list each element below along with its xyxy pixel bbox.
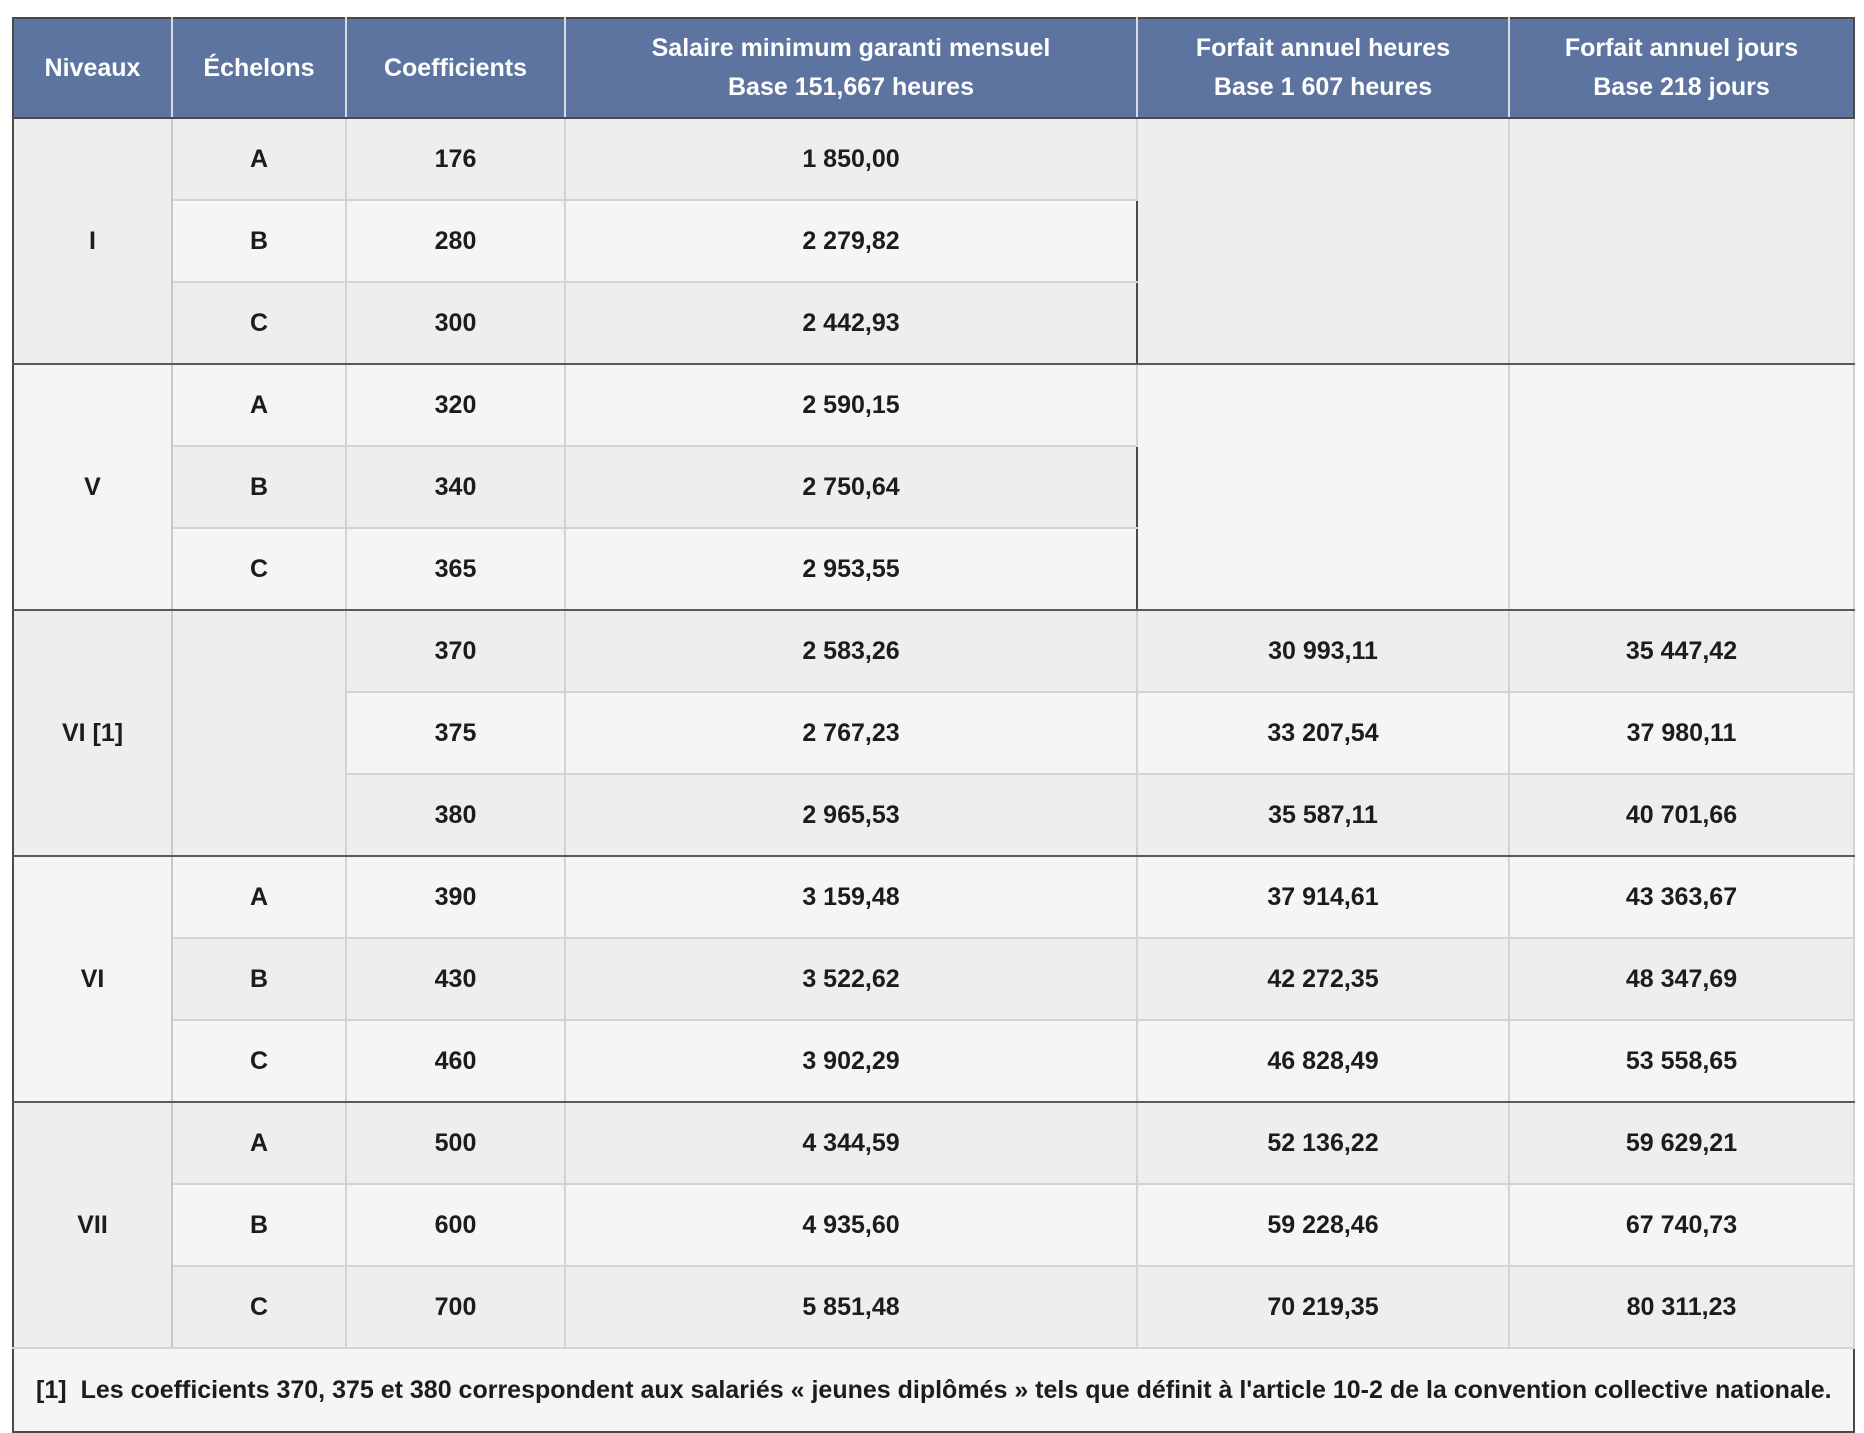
echelon-cell: A [172,364,347,447]
forfait-heures-cell: 42 272,35 [1137,938,1510,1021]
header-forfait-jours: Forfait annuel jours Base 218 jours [1509,18,1854,119]
forfait-jours-cell: 35 447,42 [1509,610,1855,693]
table-row: C 700 5 851,48 70 219,35 80 311,23 [13,1266,1855,1349]
forfait-jours-empty-cell [1509,118,1855,365]
salary-grid-table: Niveaux Échelons Coefficients Salaire mi… [12,17,1855,1433]
table-row: VI [1] 370 2 583,26 30 993,11 35 447,42 [13,610,1855,857]
forfait-heures-cell: 59 228,46 [1137,1184,1510,1267]
forfait-jours-cell: 53 558,65 [1509,1020,1855,1103]
salary-cell: 2 442,93 [565,282,1138,365]
forfait-heures-cell: 30 993,11 [1137,610,1510,693]
echelon-cell: A [172,1102,347,1185]
echelon-empty-cell [172,610,347,857]
salary-grid-container: Niveaux Échelons Coefficients Salaire mi… [12,17,1855,1433]
coefficient-cell: 380 [346,774,566,857]
footnote-marker: [1] [36,1375,67,1404]
level-cell: VI [13,856,173,1103]
coefficient-cell: 320 [346,364,566,447]
salary-cell: 4 344,59 [565,1102,1138,1185]
echelon-cell: B [172,200,347,283]
coefficient-cell: 430 [346,938,566,1021]
forfait-jours-cell: 37 980,11 [1509,692,1855,775]
header-coefficients: Coefficients [346,18,566,119]
echelon-cell: C [172,528,347,611]
forfait-heures-cell: 52 136,22 [1137,1102,1510,1185]
forfait-heures-cell: 35 587,11 [1137,774,1510,857]
forfait-jours-cell: 40 701,66 [1509,774,1855,857]
salary-cell: 1 850,00 [565,118,1138,201]
coefficient-cell: 500 [346,1102,566,1185]
table-row: I A 176 1 850,00 [13,118,1855,365]
footnote: [1] Les coefficients 370, 375 et 380 corr… [13,1348,1854,1432]
salary-cell: 2 583,26 [565,610,1138,693]
salary-cell: 3 159,48 [565,856,1138,939]
footnote-row: [1] Les coefficients 370, 375 et 380 corr… [13,1348,1854,1432]
echelon-cell: C [172,1020,347,1103]
table-row: VI A 390 3 159,48 37 914,61 43 363,67 [13,856,1855,1103]
salary-cell: 2 767,23 [565,692,1138,775]
coefficient-cell: 365 [346,528,566,611]
salary-cell: 4 935,60 [565,1184,1138,1267]
coefficient-cell: 390 [346,856,566,939]
echelon-cell: B [172,938,347,1021]
salary-cell: 3 522,62 [565,938,1138,1021]
coefficient-cell: 375 [346,692,566,775]
footnote-text: Les coefficients 370, 375 et 380 corresp… [80,1375,1832,1404]
header-echelons: Échelons [172,18,347,119]
forfait-heures-empty-cell [1137,118,1510,365]
salary-cell: 5 851,48 [565,1266,1138,1349]
forfait-heures-cell: 37 914,61 [1137,856,1510,939]
salary-cell: 2 279,82 [565,200,1138,283]
forfait-jours-cell: 43 363,67 [1509,856,1855,939]
table-row: C 365 2 953,55 [13,528,1854,611]
coefficient-cell: 600 [346,1184,566,1267]
salary-cell: 2 590,15 [565,364,1138,447]
header-forfait-heures: Forfait annuel heures Base 1 607 heures [1137,18,1510,119]
level-cell: VII [13,1102,173,1349]
forfait-jours-cell: 59 629,21 [1509,1102,1855,1185]
coefficient-cell: 460 [346,1020,566,1103]
coefficient-cell: 300 [346,282,566,365]
level-cell: VI [1] [13,610,173,857]
header-niveaux: Niveaux [13,18,173,119]
table-row: VII A 500 4 344,59 52 136,22 59 629,21 [13,1102,1855,1349]
echelon-cell: C [172,282,347,365]
salary-cell: 2 750,64 [565,446,1138,529]
forfait-heures-cell: 46 828,49 [1137,1020,1510,1103]
forfait-jours-cell: 80 311,23 [1509,1266,1855,1349]
echelon-cell: B [172,1184,347,1267]
salary-cell: 3 902,29 [565,1020,1138,1103]
forfait-heures-cell: 33 207,54 [1137,692,1510,775]
echelon-cell: C [172,1266,347,1349]
header-row: Niveaux Échelons Coefficients Salaire mi… [13,18,1854,119]
forfait-jours-cell: 48 347,69 [1509,938,1855,1021]
forfait-heures-empty-cell [1137,364,1510,611]
level-cell: I [13,118,173,365]
coefficient-cell: 340 [346,446,566,529]
table-row: V A 320 2 590,15 [13,364,1855,611]
coefficient-cell: 176 [346,118,566,201]
coefficient-cell: 280 [346,200,566,283]
forfait-heures-cell: 70 219,35 [1137,1266,1510,1349]
table-row: B 430 3 522,62 42 272,35 48 347,69 [13,938,1855,1021]
echelon-cell: B [172,446,347,529]
salary-cell: 2 965,53 [565,774,1138,857]
echelon-cell: A [172,118,347,201]
level-cell: V [13,364,173,611]
echelon-cell: A [172,856,347,939]
coefficient-cell: 700 [346,1266,566,1349]
coefficient-cell: 370 [346,610,566,693]
salary-cell: 2 953,55 [565,528,1138,611]
forfait-jours-cell: 67 740,73 [1509,1184,1855,1267]
forfait-jours-empty-cell [1509,364,1855,611]
table-row: B 600 4 935,60 59 228,46 67 740,73 [13,1184,1855,1267]
table-row: C 460 3 902,29 46 828,49 53 558,65 [13,1020,1855,1103]
header-salaire: Salaire minimum garanti mensuel Base 151… [565,18,1138,119]
